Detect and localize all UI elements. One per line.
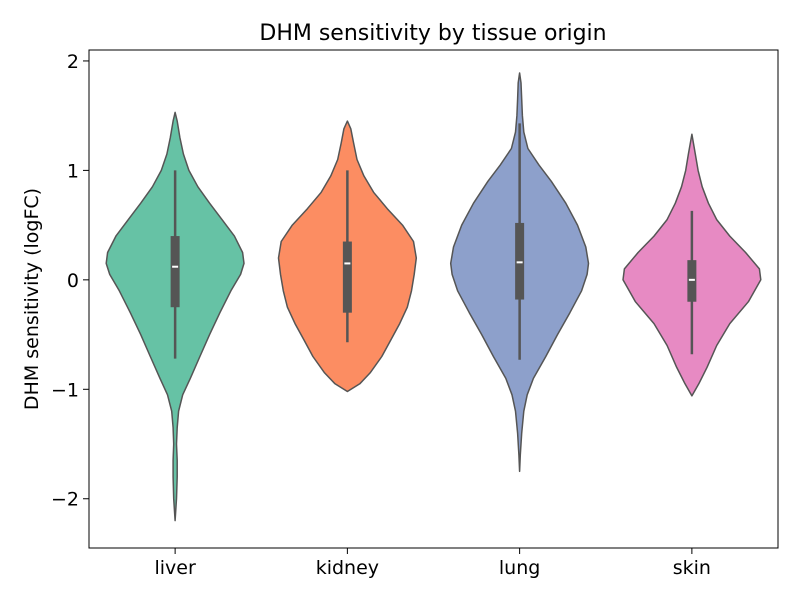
y-tick-label: 1 <box>67 160 79 182</box>
y-tick-label: −2 <box>51 489 79 511</box>
y-tick-label: −1 <box>51 379 79 401</box>
y-tick-label: 2 <box>67 51 79 73</box>
iqr-box-lung <box>515 222 525 300</box>
iqr-box-skin <box>687 260 697 302</box>
iqr-box-liver <box>170 236 180 308</box>
x-tick-label-lung: lung <box>499 557 540 579</box>
plot-frame <box>88 49 779 549</box>
iqr-box-kidney <box>342 241 352 313</box>
x-tick-label-skin: skin <box>673 557 711 579</box>
y-tick-label: 0 <box>67 270 79 292</box>
plot-area: −2 −1 0 1 2 liver kidney lung skin <box>51 51 762 579</box>
x-tick-label-kidney: kidney <box>316 557 379 579</box>
y-axis-label: DHM sensitivity (logFC) <box>21 188 43 410</box>
chart-title: DHM sensitivity by tissue origin <box>259 21 606 46</box>
x-tick-label-liver: liver <box>154 557 195 579</box>
